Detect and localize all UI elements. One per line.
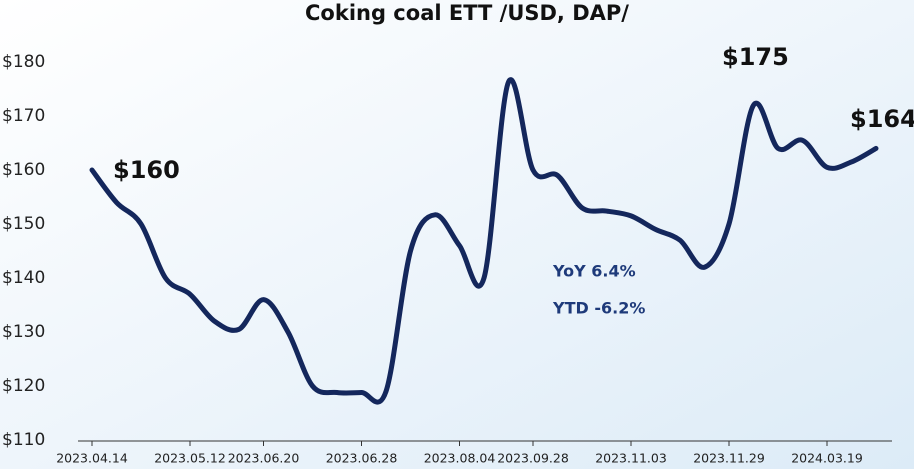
x-tick-label: 2023.11.03 [595, 451, 667, 466]
y-tick-label: $140 [2, 268, 45, 288]
x-tick-label: 2023.05.12 [154, 451, 226, 466]
x-tick-label: 2023.11.29 [693, 451, 765, 466]
y-tick-label: $130 [2, 322, 45, 342]
y-tick-label: $170 [2, 106, 45, 126]
x-tick-label: 2023.09.28 [497, 451, 569, 466]
x-tick-label: 2024.03.19 [791, 451, 863, 466]
x-tick-label: 2023.04.14 [56, 451, 128, 466]
x-tick-label: 2023.06.28 [326, 451, 398, 466]
y-tick-label: $120 [2, 376, 45, 396]
annotation: YoY 6.4% [552, 262, 636, 281]
y-tick-label: $110 [2, 430, 45, 450]
line [89, 77, 879, 405]
x-tick-label: 2023.08.04 [424, 451, 496, 466]
y-tick-label: $150 [2, 214, 45, 234]
annotation: $175 [722, 43, 789, 71]
annotation: $160 [113, 156, 180, 184]
y-tick-label: $180 [2, 52, 45, 72]
chart-title: Coking coal ETT /USD, DAP/ [305, 1, 629, 25]
annotation: YTD -6.2% [552, 299, 645, 318]
annotation: $164 [850, 105, 914, 133]
x-tick-label: 2023.06.20 [228, 451, 300, 466]
y-tick-label: $160 [2, 160, 45, 180]
